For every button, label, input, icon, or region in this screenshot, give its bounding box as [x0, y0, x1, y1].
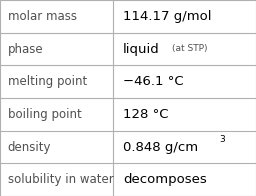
- Text: molar mass: molar mass: [8, 10, 77, 23]
- Text: 3: 3: [219, 135, 225, 144]
- Text: liquid: liquid: [123, 43, 160, 55]
- Text: boiling point: boiling point: [8, 108, 81, 121]
- Text: 114.17 g/mol: 114.17 g/mol: [123, 10, 211, 23]
- Text: (at STP): (at STP): [172, 44, 207, 54]
- Text: melting point: melting point: [8, 75, 87, 88]
- Text: solubility in water: solubility in water: [8, 173, 113, 186]
- Text: phase: phase: [8, 43, 43, 55]
- Text: 0.848 g/cm: 0.848 g/cm: [123, 141, 198, 153]
- Text: −46.1 °C: −46.1 °C: [123, 75, 184, 88]
- Text: 128 °C: 128 °C: [123, 108, 168, 121]
- Text: decomposes: decomposes: [123, 173, 207, 186]
- Text: density: density: [8, 141, 51, 153]
